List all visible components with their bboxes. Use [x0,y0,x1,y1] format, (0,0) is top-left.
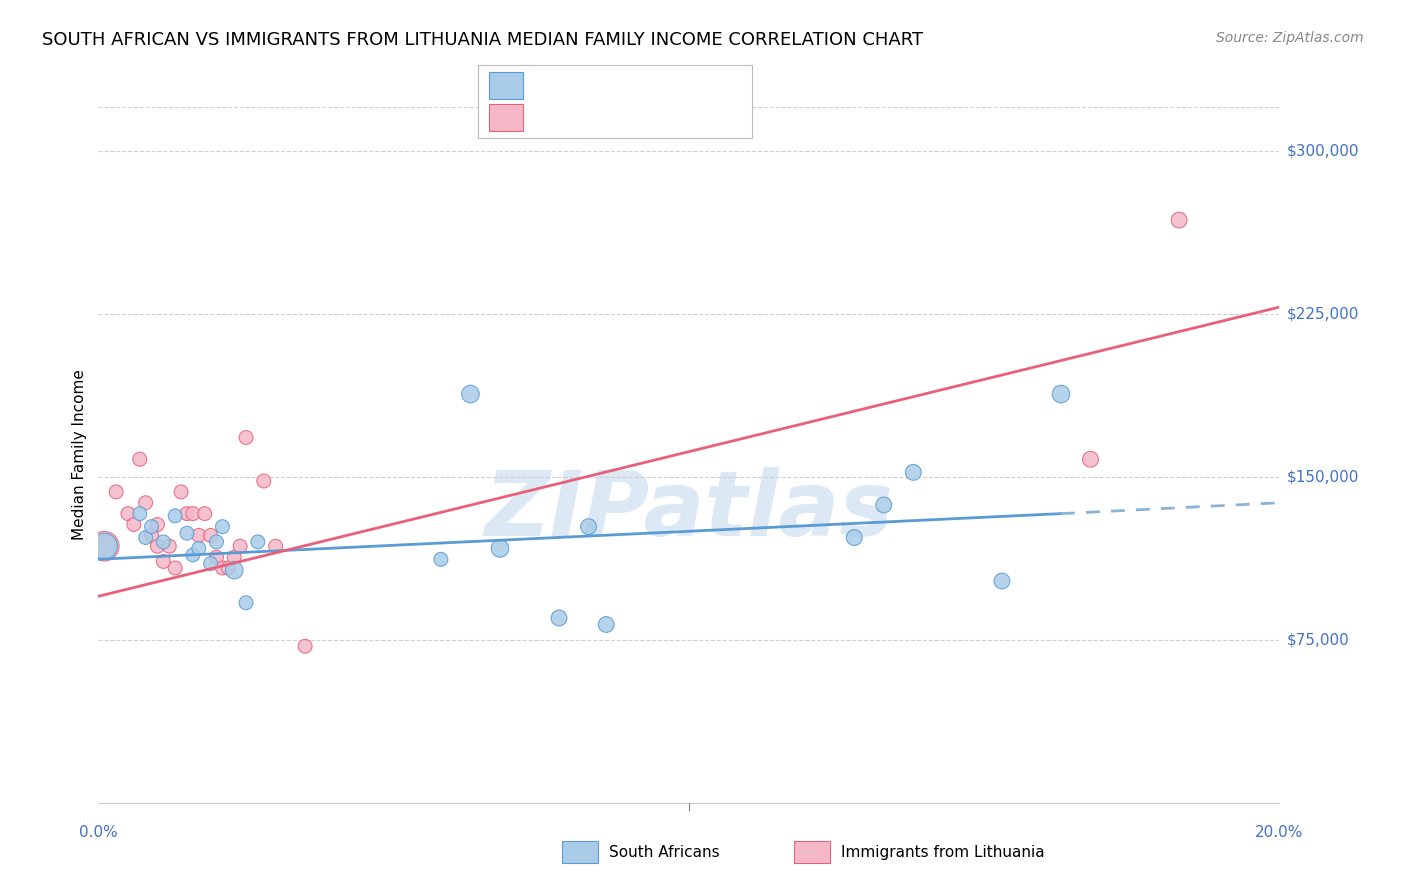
Point [176,507,198,521]
Text: N =: N = [623,111,657,125]
Point [176,526,198,541]
Point [170,484,193,499]
Point [187,528,209,542]
Point [1080,452,1102,467]
Point [181,507,204,521]
Point [844,531,866,545]
Point [117,507,139,521]
Point [430,552,453,566]
Point [181,548,204,562]
Text: 0.0%: 0.0% [79,825,118,840]
Point [235,431,257,445]
Point [1168,213,1191,227]
Point [246,535,269,549]
Point [1050,387,1073,401]
Text: R =: R = [534,111,568,125]
Point [152,535,174,549]
Point [235,596,257,610]
Point [122,517,145,532]
Point [578,519,600,533]
Y-axis label: Median Family Income: Median Family Income [72,369,87,541]
Point [264,539,287,553]
Point [157,539,180,553]
Point [141,528,163,542]
Point [205,550,228,565]
Point [93,539,115,553]
Text: R =: R = [534,78,568,93]
Point [105,484,128,499]
Point [991,574,1014,588]
Text: $300,000: $300,000 [1286,143,1360,158]
Point [460,387,482,401]
Point [211,519,233,533]
Point [224,563,246,577]
Point [141,519,163,533]
Point [294,639,316,653]
Point [224,550,246,565]
Point [146,539,169,553]
Text: 20.0%: 20.0% [1256,825,1303,840]
Point [489,541,512,556]
Point [135,531,157,545]
Point [128,452,150,467]
Point [152,554,174,568]
Point [548,611,571,625]
Text: 29: 29 [654,111,675,125]
Text: 26: 26 [654,78,675,93]
Text: Source: ZipAtlas.com: Source: ZipAtlas.com [1216,31,1364,45]
Text: SOUTH AFRICAN VS IMMIGRANTS FROM LITHUANIA MEDIAN FAMILY INCOME CORRELATION CHAR: SOUTH AFRICAN VS IMMIGRANTS FROM LITHUAN… [42,31,924,49]
Text: $75,000: $75,000 [1286,632,1350,648]
Point [128,507,150,521]
Point [253,474,276,488]
Point [229,539,252,553]
Point [200,528,222,542]
Point [187,541,209,556]
Point [873,498,896,512]
Point [205,535,228,549]
Point [194,507,217,521]
Text: ZIPatlas: ZIPatlas [485,467,893,555]
Text: $225,000: $225,000 [1286,306,1358,321]
Point [93,539,115,553]
Text: N =: N = [623,78,657,93]
Point [135,496,157,510]
Text: 0.680: 0.680 [565,111,613,125]
Text: Immigrants from Lithuania: Immigrants from Lithuania [841,845,1045,860]
Point [217,561,239,575]
Point [165,561,187,575]
Text: $150,000: $150,000 [1286,469,1358,484]
Text: 0.136: 0.136 [565,78,613,93]
Text: South Africans: South Africans [609,845,720,860]
Point [200,557,222,571]
Point [146,517,169,532]
Point [165,508,187,523]
Point [903,466,925,480]
Point [211,561,233,575]
Point [595,617,617,632]
